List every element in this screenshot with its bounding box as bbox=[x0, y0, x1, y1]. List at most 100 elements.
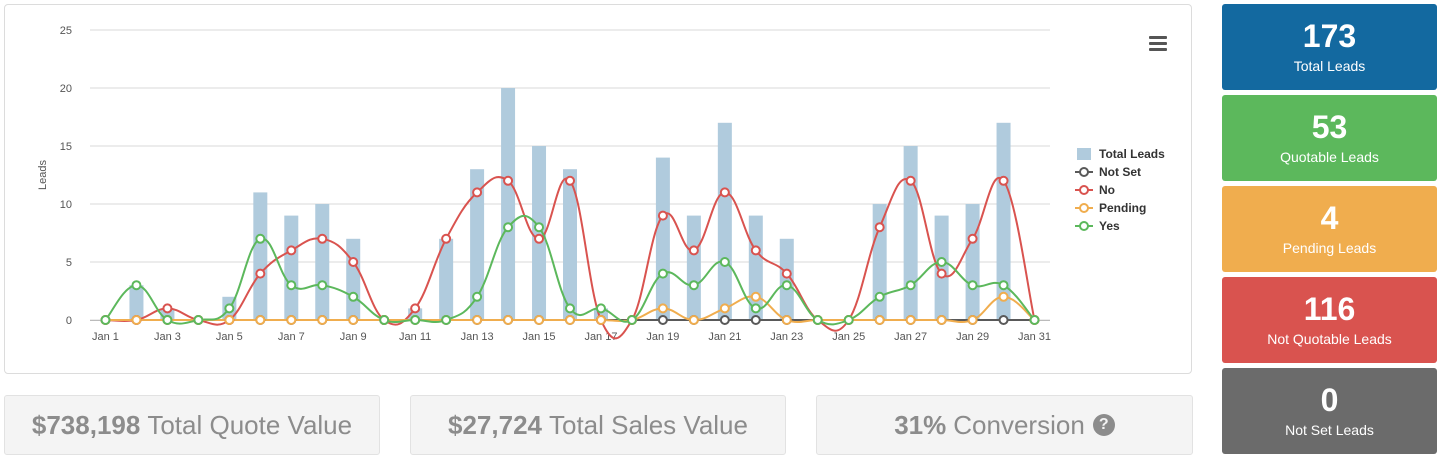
bar bbox=[129, 285, 144, 320]
leads-chart: 0 5 10 15 20 25 Leads Jan 1 Jan 3 Jan 5 Jan 7 Jan 9… bbox=[37, 25, 1165, 343]
x-tick-label: Jan 11 bbox=[399, 331, 431, 343]
point-pending bbox=[348, 315, 359, 325]
point-no bbox=[750, 245, 761, 256]
total-quote-value-label: Total Quote Value bbox=[147, 409, 353, 440]
point-pending bbox=[472, 315, 483, 325]
point-no bbox=[874, 222, 885, 233]
point-yes bbox=[534, 222, 545, 233]
bar bbox=[501, 88, 516, 320]
x-tick-label: Jan 31 bbox=[1018, 331, 1051, 343]
point-not-set bbox=[998, 315, 1009, 325]
series-line-no bbox=[105, 176, 1036, 340]
point-no bbox=[565, 175, 575, 186]
bar bbox=[903, 146, 918, 320]
x-tick-label: Jan 23 bbox=[770, 331, 803, 343]
total-sales-value-label: Total Sales Value bbox=[549, 409, 748, 440]
kpi-not-set-leads-value: 0 bbox=[1320, 382, 1339, 418]
x-tick-label: Jan 5 bbox=[216, 331, 243, 343]
x-tick-label: Jan 19 bbox=[646, 331, 679, 343]
point-yes bbox=[750, 303, 761, 314]
point-yes bbox=[626, 315, 637, 325]
point-yes bbox=[565, 303, 575, 314]
point-yes bbox=[719, 257, 730, 267]
point-yes bbox=[441, 315, 452, 325]
point-pending bbox=[936, 315, 947, 325]
point-pending bbox=[131, 315, 142, 325]
point-not-set bbox=[719, 315, 730, 325]
bar bbox=[253, 192, 268, 320]
kpi-total-leads[interactable]: 173 Total Leads bbox=[1222, 4, 1437, 90]
x-tick-label: Jan 13 bbox=[461, 331, 494, 343]
kpi-pending-leads-label: Pending Leads bbox=[1282, 240, 1377, 256]
y-tick-label: 10 bbox=[60, 199, 72, 211]
kpi-not-quotable-leads[interactable]: 116 Not Quotable Leads bbox=[1222, 277, 1437, 363]
legend-marker-no bbox=[1079, 185, 1089, 195]
point-yes bbox=[348, 291, 359, 302]
total-sales-value: $27,724 bbox=[448, 409, 542, 440]
kpi-not-quotable-leads-value: 116 bbox=[1303, 291, 1356, 327]
total-quote-value-box: $738,198 Total Quote Value bbox=[4, 395, 380, 455]
point-not-set bbox=[750, 315, 761, 325]
bar bbox=[717, 122, 732, 320]
y-tick-label: 0 bbox=[66, 315, 72, 327]
point-pending bbox=[317, 315, 328, 325]
point-yes bbox=[936, 257, 947, 267]
point-yes bbox=[193, 315, 204, 325]
kpi-not-set-leads-label: Not Set Leads bbox=[1285, 422, 1374, 438]
point-yes bbox=[1029, 315, 1040, 325]
point-no bbox=[998, 175, 1009, 186]
kpi-quotable-leads-label: Quotable Leads bbox=[1280, 149, 1379, 165]
bar bbox=[593, 308, 608, 320]
point-no bbox=[286, 245, 297, 256]
total-sales-value-box: $27,724 Total Sales Value bbox=[410, 395, 786, 455]
chart-menu-icon[interactable] bbox=[1145, 33, 1171, 55]
x-tick-label: Jan 29 bbox=[956, 331, 989, 343]
bar bbox=[439, 238, 454, 320]
point-no bbox=[534, 233, 545, 244]
point-yes bbox=[317, 280, 328, 291]
point-pending bbox=[967, 315, 978, 325]
point-no bbox=[905, 175, 916, 186]
y-axis-label: Leads bbox=[37, 160, 49, 190]
point-no bbox=[410, 303, 421, 314]
kpi-pending-leads[interactable]: 4 Pending Leads bbox=[1222, 186, 1437, 272]
legend-label-not-set: Not Set bbox=[1099, 165, 1141, 179]
kpi-quotable-leads[interactable]: 53 Quotable Leads bbox=[1222, 95, 1437, 181]
point-pending bbox=[905, 315, 916, 325]
kpi-not-set-leads[interactable]: 0 Not Set Leads bbox=[1222, 368, 1437, 454]
point-not-set bbox=[657, 315, 668, 325]
y-tick-label: 20 bbox=[60, 83, 72, 95]
point-yes bbox=[843, 315, 854, 325]
point-yes bbox=[503, 222, 514, 233]
total-quote-value: $738,198 bbox=[31, 409, 141, 440]
point-pending bbox=[224, 315, 235, 325]
point-yes bbox=[905, 280, 916, 291]
x-tick-label: Jan 7 bbox=[278, 331, 305, 343]
kpi-total-leads-label: Total Leads bbox=[1293, 58, 1366, 74]
point-no bbox=[688, 245, 699, 256]
point-yes bbox=[224, 303, 235, 314]
legend-swatch-total-leads bbox=[1077, 148, 1091, 160]
point-no bbox=[781, 268, 792, 279]
point-yes bbox=[410, 315, 421, 325]
bar bbox=[779, 238, 794, 320]
bar bbox=[346, 238, 361, 320]
point-yes bbox=[100, 315, 111, 325]
point-no bbox=[255, 268, 266, 279]
x-tick-label: Jan 1 bbox=[92, 331, 119, 343]
bar bbox=[470, 169, 485, 320]
bar bbox=[934, 215, 949, 320]
legend-marker-yes bbox=[1079, 221, 1089, 231]
legend-marker-not-set bbox=[1079, 167, 1089, 177]
kpi-total-leads-value: 173 bbox=[1302, 18, 1357, 54]
bar bbox=[160, 308, 175, 320]
bar bbox=[872, 204, 887, 320]
point-pending bbox=[719, 303, 730, 314]
point-no bbox=[441, 233, 452, 244]
point-no bbox=[719, 187, 730, 198]
bar bbox=[532, 146, 547, 320]
bar bbox=[655, 157, 670, 320]
x-tick-label: Jan 21 bbox=[708, 331, 741, 343]
point-yes bbox=[472, 291, 483, 302]
help-icon[interactable]: ? bbox=[1092, 414, 1115, 436]
